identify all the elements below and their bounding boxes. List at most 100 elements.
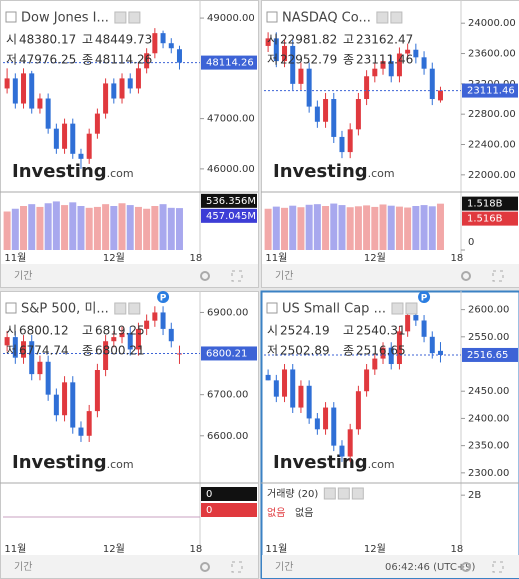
volume-bar <box>167 207 175 250</box>
volume-bar <box>52 201 60 250</box>
expand-button[interactable] <box>492 561 504 573</box>
volume-bar <box>77 206 85 250</box>
volume-tag <box>462 196 518 211</box>
ohlc-value: 2540.31 <box>356 324 406 338</box>
header-button[interactable] <box>376 11 389 24</box>
ohlc-value: 6774.74 <box>19 344 69 358</box>
settings-button[interactable] <box>200 562 210 572</box>
candle-body <box>53 128 59 149</box>
candle-body <box>396 331 402 365</box>
volume-bar <box>371 206 379 250</box>
candle-body <box>314 106 320 122</box>
ohlc-key: 시 <box>6 324 17 338</box>
volume-tag <box>201 193 257 208</box>
badge-label: P <box>160 294 167 304</box>
ohlc-value: 23111.46 <box>356 53 413 67</box>
ohlc-value: 47976.25 <box>19 53 76 67</box>
candle-body <box>86 133 92 159</box>
period-button[interactable]: 기간 <box>14 561 32 573</box>
menu-icon <box>5 11 17 23</box>
ohlc-value: 48449.73 <box>95 33 152 47</box>
volume-bar <box>143 208 151 250</box>
candle-body <box>12 78 18 104</box>
price-tag-label: 2516.65 <box>467 350 508 361</box>
ohlc-key: 시 <box>6 33 17 47</box>
volume-bar <box>289 205 297 250</box>
candle-body <box>103 341 109 370</box>
candle-body <box>429 68 435 100</box>
candle-body <box>339 136 345 153</box>
settings-button[interactable] <box>200 271 210 281</box>
header-button[interactable] <box>114 302 127 315</box>
period-button[interactable]: 기간 <box>275 561 293 573</box>
y-tick-label: 2400.00 <box>468 413 509 424</box>
volume-tag <box>201 487 257 501</box>
ohlc-key: 종 <box>82 53 93 67</box>
volume-bar <box>118 203 126 250</box>
candle-body <box>45 98 51 129</box>
volume-bar <box>330 203 338 250</box>
volume-bar <box>322 206 330 250</box>
volume-bar <box>379 204 387 250</box>
header-button[interactable] <box>405 302 418 315</box>
candle-body <box>144 53 150 69</box>
settings-button[interactable] <box>461 271 471 281</box>
volume-bar <box>313 204 321 250</box>
volume-bar <box>354 206 362 250</box>
chart-title: NASDAQ Co... <box>282 11 371 26</box>
y-tick-label: 49000.00 <box>207 13 255 24</box>
y-tick-label: 6900.00 <box>207 307 248 318</box>
badge <box>157 291 170 303</box>
candle-body <box>21 73 27 104</box>
candle-body <box>78 153 84 159</box>
toolbar <box>1 264 258 287</box>
header-button[interactable] <box>128 11 141 24</box>
volume-bar <box>3 211 11 250</box>
candle-body <box>437 90 443 101</box>
chart-panel: Investing.com22000.0022400.0022800.00232… <box>261 0 519 288</box>
candle-body <box>37 98 43 109</box>
badge <box>418 291 431 303</box>
badge-label: P <box>421 294 428 304</box>
expand-button[interactable] <box>231 561 243 573</box>
candle-body <box>111 83 117 99</box>
settings-button[interactable] <box>461 562 471 572</box>
expand-button[interactable] <box>492 270 504 282</box>
candle-body <box>119 333 125 338</box>
volume-button[interactable] <box>337 487 350 500</box>
price-tag <box>201 346 257 361</box>
ohlc-value: 22952.79 <box>280 53 337 67</box>
volume-button[interactable] <box>323 487 336 500</box>
volume-title: 거래량 (20) <box>267 488 318 500</box>
expand-button[interactable] <box>231 270 243 282</box>
volume-bar <box>363 205 371 250</box>
ohlc-value: 6800.21 <box>95 344 145 358</box>
volume-bar <box>305 204 313 250</box>
ohlc-key: 종 <box>343 53 354 67</box>
header-button[interactable] <box>391 302 404 315</box>
header-button[interactable] <box>128 302 141 315</box>
volume-bar <box>44 203 52 250</box>
candle-body <box>127 333 133 350</box>
header-button[interactable] <box>114 11 127 24</box>
volume-bar <box>159 204 167 250</box>
x-tick-label: 11월 <box>4 252 26 264</box>
volume-tick-label: 2B <box>468 490 481 501</box>
price-tag <box>462 347 518 362</box>
ohlc-key: 고 <box>343 324 354 338</box>
volume-button[interactable] <box>351 487 364 500</box>
volume-bar <box>272 206 280 250</box>
period-button[interactable]: 기간 <box>14 270 32 282</box>
ohlc-value: 6800.12 <box>19 324 69 338</box>
candle-body <box>413 315 419 321</box>
period-button[interactable]: 기간 <box>275 270 293 282</box>
candle-body <box>152 33 158 54</box>
x-tick-label: 18 <box>190 253 203 264</box>
y-tick-label: 22400.00 <box>468 140 516 151</box>
volume-bar <box>395 206 403 250</box>
ohlc-key: 종 <box>343 344 354 358</box>
x-tick-label: 12월 <box>103 543 125 555</box>
y-tick-label: 24000.00 <box>468 18 516 29</box>
header-button[interactable] <box>390 11 403 24</box>
ohlc-key: 저 <box>267 53 278 67</box>
